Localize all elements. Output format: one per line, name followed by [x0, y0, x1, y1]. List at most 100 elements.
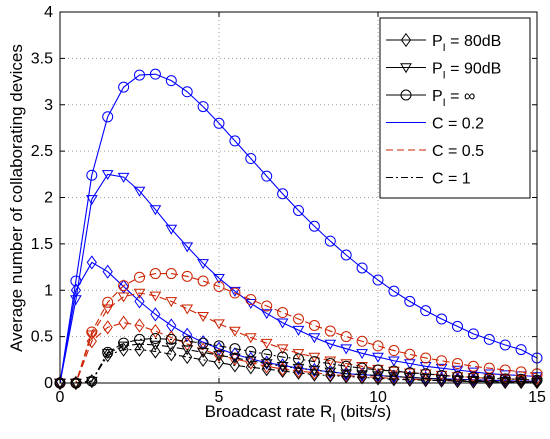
diamond-marker	[150, 307, 161, 322]
circle-marker	[229, 343, 241, 355]
diamond-marker	[531, 374, 543, 390]
circle-marker	[356, 335, 368, 347]
circle-marker	[197, 101, 209, 113]
circle-marker	[118, 81, 130, 93]
diamond-marker	[54, 375, 66, 391]
diamond-marker	[420, 373, 431, 388]
diamond-marker	[404, 370, 415, 385]
diamond-marker	[309, 367, 320, 382]
triangle-marker	[149, 205, 162, 216]
y-axis-label: Average number of collaborating devices	[7, 44, 26, 352]
diamond-marker	[150, 344, 161, 359]
legend-item: C = 0.2	[386, 116, 484, 133]
circle-marker	[165, 75, 177, 87]
triangle-marker	[133, 339, 146, 350]
circle-marker	[499, 339, 511, 351]
legend-box	[379, 17, 531, 199]
circle-marker	[213, 281, 225, 293]
triangle-marker	[229, 326, 241, 337]
y-tick-label: 2	[44, 190, 53, 207]
triangle-marker	[451, 365, 464, 376]
circle-marker	[134, 333, 145, 345]
circle-marker	[483, 333, 495, 345]
circle-marker	[372, 340, 384, 352]
diamond-marker	[150, 323, 161, 339]
diamond-marker	[452, 374, 463, 389]
triangle-marker	[356, 362, 368, 373]
triangle-marker	[340, 344, 353, 355]
legend-item: PI = ∞	[386, 88, 475, 109]
circle-marker	[277, 188, 289, 200]
triangle-marker	[244, 333, 257, 344]
triangle-marker	[356, 349, 368, 360]
triangle-marker	[213, 319, 225, 330]
circle-marker	[86, 169, 98, 181]
circle-marker	[452, 358, 463, 370]
circle-marker	[245, 345, 257, 357]
series-8	[54, 342, 543, 391]
x-axis-label-unit: (bits/s)	[336, 402, 392, 421]
circle-marker	[134, 271, 145, 283]
series-line	[60, 273, 538, 384]
triangle-marker	[229, 353, 241, 364]
circle-marker	[293, 204, 304, 216]
circle-marker	[388, 345, 400, 357]
circle-marker	[420, 352, 432, 364]
y-tick-labels: 0 0.5 1 1.5 2 2.5 3 3.5 4	[31, 4, 53, 392]
triangle-marker	[165, 342, 178, 353]
circle-marker	[324, 325, 336, 337]
diamond-marker	[70, 283, 82, 298]
triangle-marker	[292, 363, 305, 374]
circle-marker	[149, 68, 161, 80]
diamond-marker	[134, 318, 145, 333]
legend-item: C = 0.5	[386, 143, 484, 160]
y-tick-label: 3.5	[31, 50, 53, 67]
circle-marker	[372, 364, 384, 376]
diamond-marker	[118, 342, 129, 357]
diamond-marker	[102, 320, 113, 335]
triangle-marker	[292, 349, 305, 360]
circle-marker	[229, 287, 241, 299]
circle-marker	[197, 275, 209, 287]
circle-marker	[308, 220, 320, 232]
series-line	[60, 337, 538, 384]
diamond-marker	[356, 370, 368, 385]
triangle-marker	[435, 375, 448, 386]
triangle-marker	[260, 338, 273, 349]
x-tick-label: 5	[215, 389, 224, 406]
triangle-marker	[181, 345, 194, 356]
diamond-marker	[500, 374, 511, 390]
diamond-marker	[182, 327, 193, 342]
diamond-marker	[293, 365, 304, 380]
triangle-marker	[181, 304, 194, 315]
triangle-marker	[388, 356, 400, 367]
circle-marker	[149, 268, 161, 280]
triangle-marker	[165, 224, 178, 235]
circle-marker	[436, 355, 448, 367]
series-line	[60, 343, 538, 384]
diamond-marker	[86, 255, 97, 270]
circle-marker	[400, 89, 412, 101]
y-tick-label: 1	[44, 282, 53, 299]
circle-marker	[372, 274, 384, 286]
triangle-marker	[276, 362, 289, 373]
circle-marker	[165, 333, 177, 345]
triangle-marker	[133, 186, 146, 197]
triangle-marker	[244, 356, 257, 367]
triangle-marker	[451, 375, 464, 386]
diamond-marker	[372, 371, 384, 386]
circle-marker	[388, 285, 400, 297]
diamond-marker	[515, 374, 527, 390]
diamond-marker	[400, 32, 412, 48]
legend-label: PI = 90dB	[432, 61, 501, 82]
circle-marker	[356, 362, 368, 374]
circle-marker	[452, 320, 463, 332]
circle-marker	[340, 331, 352, 343]
x-tick-label: 15	[528, 389, 546, 406]
legend-label: C = 0.2	[432, 116, 484, 133]
y-tick-label: 1.5	[31, 236, 53, 253]
circle-marker	[277, 351, 289, 363]
diamond-marker	[213, 355, 225, 370]
circle-marker	[340, 360, 352, 372]
diamond-marker	[436, 371, 447, 386]
